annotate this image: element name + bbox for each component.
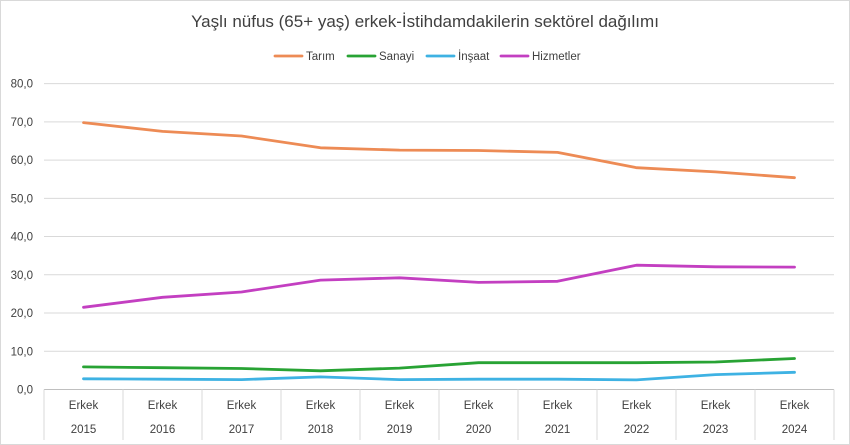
y-tick-label: 80,0: [11, 79, 33, 91]
y-tick-label: 10,0: [11, 346, 33, 358]
legend-label-2: Sanayi: [379, 51, 414, 63]
legend-label-1: Tarım: [306, 51, 335, 63]
x-tick-label-year: 2019: [387, 424, 413, 436]
x-tick-label-group: Erkek: [385, 400, 415, 412]
x-tick-label-group: Erkek: [227, 400, 257, 412]
y-tick-label: 20,0: [11, 308, 33, 320]
y-tick-label: 70,0: [11, 117, 33, 129]
series-line-3: [82, 370, 796, 382]
y-tick-label: 30,0: [11, 270, 33, 282]
x-tick-label-year: 2022: [624, 424, 650, 436]
series-line-2: [82, 357, 796, 373]
x-tick-label-year: 2021: [545, 424, 571, 436]
x-tick-label-year: 2023: [703, 424, 729, 436]
x-axis: Erkek 2015 Erkek 2016 Erkek 2017 Erkek 2018 Erke…: [43, 389, 835, 440]
y-tick-label: 40,0: [11, 232, 33, 244]
y-axis: 0,0 10,0 20,0 30,0 40,0 50,0 60,0 70,0 80,0: [11, 79, 33, 397]
x-tick-label-year: 2018: [308, 424, 334, 436]
grid: [44, 83, 834, 352]
x-tick-label-year: 2024: [782, 424, 808, 436]
x-tick-label-group: Erkek: [543, 400, 573, 412]
x-tick-label-group: Erkek: [306, 400, 336, 412]
y-tick-label: 0,0: [17, 385, 33, 397]
x-tick-label-year: 2015: [71, 424, 97, 436]
x-tick-label-group: Erkek: [69, 400, 99, 412]
x-tick-label-year: 2017: [229, 424, 255, 436]
x-tick-label-group: Erkek: [464, 400, 494, 412]
legend-label-3: İnşaat: [458, 50, 490, 63]
y-tick-label: 60,0: [11, 155, 33, 167]
x-tick-label-group: Erkek: [622, 400, 652, 412]
chart-title: Yaşlı nüfus (65+ yaş) erkek-İstihdamdaki…: [191, 12, 659, 31]
x-tick-label-group: Erkek: [701, 400, 731, 412]
y-tick-label: 50,0: [11, 193, 33, 205]
x-tick-label-group: Erkek: [148, 400, 178, 412]
plot-series: [82, 121, 796, 382]
series-line-1: [82, 121, 796, 180]
legend: Tarım Sanayi İnşaat Hizmetler: [273, 50, 581, 63]
x-tick-label-year: 2020: [466, 424, 492, 436]
legend-label-4: Hizmetler: [532, 51, 581, 63]
x-tick-label-group: Erkek: [780, 400, 810, 412]
series-line-4: [82, 263, 796, 309]
x-tick-label-year: 2016: [150, 424, 176, 436]
